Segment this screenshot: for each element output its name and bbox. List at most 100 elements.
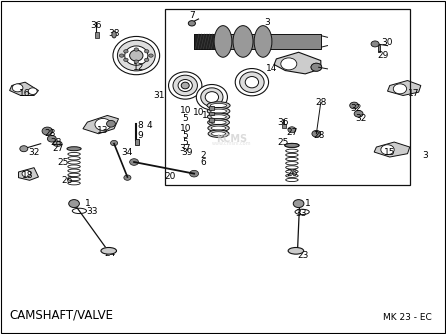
Text: 1: 1 <box>305 199 310 208</box>
Ellipse shape <box>208 130 229 137</box>
Circle shape <box>69 200 79 207</box>
Circle shape <box>124 58 128 61</box>
Text: 23: 23 <box>297 250 309 260</box>
Ellipse shape <box>208 119 229 126</box>
Bar <box>95 32 99 38</box>
Circle shape <box>22 170 31 177</box>
Circle shape <box>145 50 149 53</box>
Text: 15: 15 <box>384 148 396 157</box>
Text: 32: 32 <box>355 114 367 123</box>
Circle shape <box>354 111 363 117</box>
Circle shape <box>111 140 118 146</box>
Text: 1: 1 <box>85 199 90 208</box>
Text: 3: 3 <box>422 151 428 160</box>
Text: 31: 31 <box>153 91 164 100</box>
Ellipse shape <box>113 36 160 75</box>
Circle shape <box>188 21 195 26</box>
Circle shape <box>42 127 53 135</box>
Circle shape <box>47 135 56 142</box>
Circle shape <box>312 130 321 137</box>
Ellipse shape <box>285 143 299 147</box>
Text: 28: 28 <box>50 138 62 147</box>
Ellipse shape <box>112 31 116 38</box>
Circle shape <box>134 48 139 51</box>
Text: 8: 8 <box>138 121 144 130</box>
Text: 33: 33 <box>86 207 98 216</box>
Circle shape <box>393 84 407 94</box>
Ellipse shape <box>288 247 304 254</box>
Circle shape <box>190 170 198 177</box>
Circle shape <box>20 146 28 152</box>
Text: 29: 29 <box>377 51 389 60</box>
Text: 10: 10 <box>179 106 191 115</box>
Text: 33: 33 <box>295 209 306 218</box>
Text: 24: 24 <box>104 249 115 258</box>
Circle shape <box>293 200 304 207</box>
Text: 20: 20 <box>164 172 175 181</box>
Text: 12: 12 <box>133 63 144 72</box>
Text: 13: 13 <box>97 126 109 135</box>
Text: 17: 17 <box>409 89 420 98</box>
Text: MK 23 - EC: MK 23 - EC <box>383 313 432 322</box>
Circle shape <box>130 159 139 165</box>
Ellipse shape <box>233 26 253 57</box>
Ellipse shape <box>211 104 227 108</box>
Ellipse shape <box>207 108 230 115</box>
Circle shape <box>149 54 153 57</box>
Circle shape <box>95 119 111 130</box>
Ellipse shape <box>211 132 226 136</box>
Circle shape <box>107 121 116 127</box>
Text: 39: 39 <box>182 148 193 157</box>
Ellipse shape <box>205 92 219 103</box>
Text: 14: 14 <box>266 64 277 73</box>
Text: 2: 2 <box>200 151 206 160</box>
Text: 9: 9 <box>138 131 144 140</box>
Text: 7: 7 <box>189 11 195 20</box>
Ellipse shape <box>245 76 259 88</box>
Text: 18: 18 <box>21 171 33 180</box>
Bar <box>135 139 139 145</box>
Text: 38: 38 <box>108 29 120 38</box>
Ellipse shape <box>181 82 189 89</box>
Ellipse shape <box>254 26 272 57</box>
Polygon shape <box>274 52 321 74</box>
Circle shape <box>12 84 23 92</box>
Circle shape <box>381 145 394 155</box>
Circle shape <box>145 58 149 61</box>
Ellipse shape <box>207 113 230 121</box>
Ellipse shape <box>285 143 299 147</box>
Text: 10: 10 <box>179 124 191 133</box>
Text: 30: 30 <box>382 38 393 47</box>
Ellipse shape <box>211 121 226 125</box>
Text: 6: 6 <box>200 158 206 167</box>
Text: 5: 5 <box>182 138 188 147</box>
Text: 5: 5 <box>182 131 188 140</box>
Text: 32: 32 <box>29 148 40 157</box>
Circle shape <box>134 60 139 63</box>
Text: KCMS: KCMS <box>216 134 248 144</box>
Circle shape <box>124 175 131 180</box>
Ellipse shape <box>201 88 223 107</box>
Text: 36: 36 <box>277 118 289 127</box>
Polygon shape <box>374 142 410 157</box>
Text: 34: 34 <box>122 148 133 157</box>
Bar <box>209 112 214 116</box>
Text: 37: 37 <box>179 144 191 153</box>
Ellipse shape <box>211 115 226 119</box>
Ellipse shape <box>235 68 268 96</box>
Text: www.cmsnl.com: www.cmsnl.com <box>212 141 252 146</box>
Ellipse shape <box>125 46 148 65</box>
Ellipse shape <box>208 125 229 132</box>
Circle shape <box>120 54 124 57</box>
Text: 5: 5 <box>182 114 188 123</box>
Bar <box>282 125 286 128</box>
Circle shape <box>124 50 128 53</box>
Text: 28: 28 <box>44 129 55 138</box>
Ellipse shape <box>214 26 232 57</box>
Bar <box>378 45 380 52</box>
Ellipse shape <box>67 147 81 151</box>
Text: 27: 27 <box>286 128 297 137</box>
Ellipse shape <box>169 72 202 99</box>
Text: 25: 25 <box>57 158 69 167</box>
Text: 28: 28 <box>315 98 326 107</box>
